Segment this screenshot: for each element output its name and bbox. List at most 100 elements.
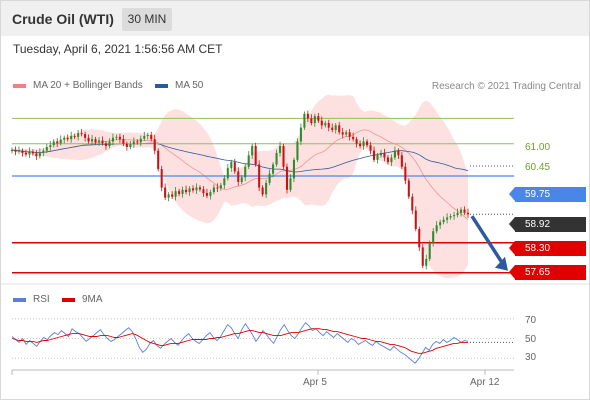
candle-body — [77, 133, 80, 137]
candle-body — [24, 152, 27, 155]
candle-body — [125, 143, 128, 147]
legend-ma50: MA 50 — [155, 80, 203, 91]
candle-body — [195, 187, 198, 191]
candle-body — [327, 123, 330, 128]
candle-body — [386, 157, 389, 163]
candle-body — [84, 134, 87, 138]
rsi-swatch — [13, 297, 26, 302]
candle-body — [296, 141, 299, 160]
candle-body — [292, 159, 295, 179]
candle-body — [233, 162, 236, 172]
rsi-tick-50: 50 — [525, 334, 537, 345]
candle-body — [28, 151, 31, 155]
timeframe-button[interactable]: 30 MIN — [122, 8, 172, 31]
candle-body — [136, 141, 139, 143]
header-bar: Crude Oil (WTI) 30 MIN — [1, 1, 589, 36]
candle-body — [70, 135, 73, 140]
candle-body — [397, 150, 400, 156]
candle-body — [38, 152, 41, 157]
candle-body — [132, 141, 135, 145]
candle-body — [372, 150, 376, 160]
candle-body — [94, 139, 97, 143]
candle-body — [244, 166, 247, 178]
legend-ma50-label: MA 50 — [175, 80, 204, 91]
candle-body — [108, 141, 111, 147]
candle-body — [230, 162, 233, 169]
candle-body — [313, 116, 316, 124]
candle-body — [265, 182, 268, 195]
candle-body — [348, 132, 351, 137]
candle-body — [289, 178, 292, 190]
candle-body — [178, 191, 181, 194]
candle-body — [198, 187, 202, 190]
candle-body — [400, 155, 403, 167]
candle-body — [352, 136, 355, 140]
instrument-title: Crude Oil (WTI) — [12, 11, 114, 27]
legend-9ma: 9MA — [62, 294, 103, 305]
candle-body — [49, 145, 52, 147]
candle-body — [212, 187, 215, 193]
candle-body — [164, 187, 167, 198]
candle-body — [453, 215, 456, 217]
bollinger-swatch — [13, 83, 26, 88]
candle-body — [338, 125, 341, 133]
rsi-tick-70: 70 — [525, 315, 537, 326]
candle-body — [379, 152, 383, 156]
candle-body — [191, 188, 195, 191]
support-tag-2: 57.65 — [509, 265, 586, 280]
resistance-label-1: 61.00 — [525, 142, 551, 153]
candle-body — [432, 231, 435, 243]
candle-body — [56, 141, 59, 144]
candle-body — [456, 212, 459, 216]
candle-body — [393, 150, 396, 158]
candle-body — [237, 171, 240, 182]
ma50-line — [11, 142, 469, 173]
candle-body — [366, 141, 369, 146]
candle-body — [254, 146, 257, 165]
forecast-arrow-head — [495, 256, 508, 271]
candle-body — [359, 143, 362, 147]
candle-body — [275, 152, 278, 165]
candle-body — [223, 178, 226, 186]
candle-body — [383, 152, 386, 158]
candle-body — [460, 209, 463, 213]
pivot-tag: 59.75 — [509, 187, 586, 202]
candle-body — [324, 123, 327, 126]
candle-body — [411, 196, 414, 211]
candle-body — [202, 189, 205, 194]
candle-body — [185, 189, 188, 193]
candle-body — [331, 127, 334, 130]
candle-body — [66, 137, 69, 140]
candle-body — [463, 209, 466, 213]
candle-body — [299, 127, 302, 142]
candle-body — [404, 166, 407, 181]
candle-body — [52, 141, 55, 146]
candle-body — [160, 169, 163, 188]
candle-body — [35, 153, 38, 157]
candle-body — [268, 173, 271, 183]
candle-body — [449, 216, 452, 218]
candle-body — [421, 247, 424, 266]
rsi-9ma-line — [11, 328, 468, 354]
candle-body — [129, 144, 132, 147]
candle-body — [87, 137, 90, 142]
candle-body — [97, 140, 101, 143]
copyright-notice: Research © 2021 Trading Central — [431, 81, 581, 92]
candle-body — [209, 192, 212, 196]
candle-body — [369, 145, 372, 151]
candle-body — [122, 139, 125, 144]
x-label-apr5: Apr 5 — [303, 377, 327, 388]
candle-body — [414, 210, 417, 229]
candle-body — [226, 168, 229, 179]
candle-body — [31, 151, 34, 154]
candle-body — [341, 132, 344, 135]
resistance-label-2: 60.45 — [525, 162, 551, 173]
candle-body — [101, 140, 104, 144]
candle-body — [272, 164, 275, 174]
candle-body — [111, 137, 114, 142]
candle-body — [118, 136, 121, 140]
candle-body — [446, 217, 449, 220]
candle-body — [10, 149, 14, 152]
candle-body — [390, 157, 393, 163]
legend-bollinger: MA 20 + Bollinger Bands — [13, 80, 143, 91]
